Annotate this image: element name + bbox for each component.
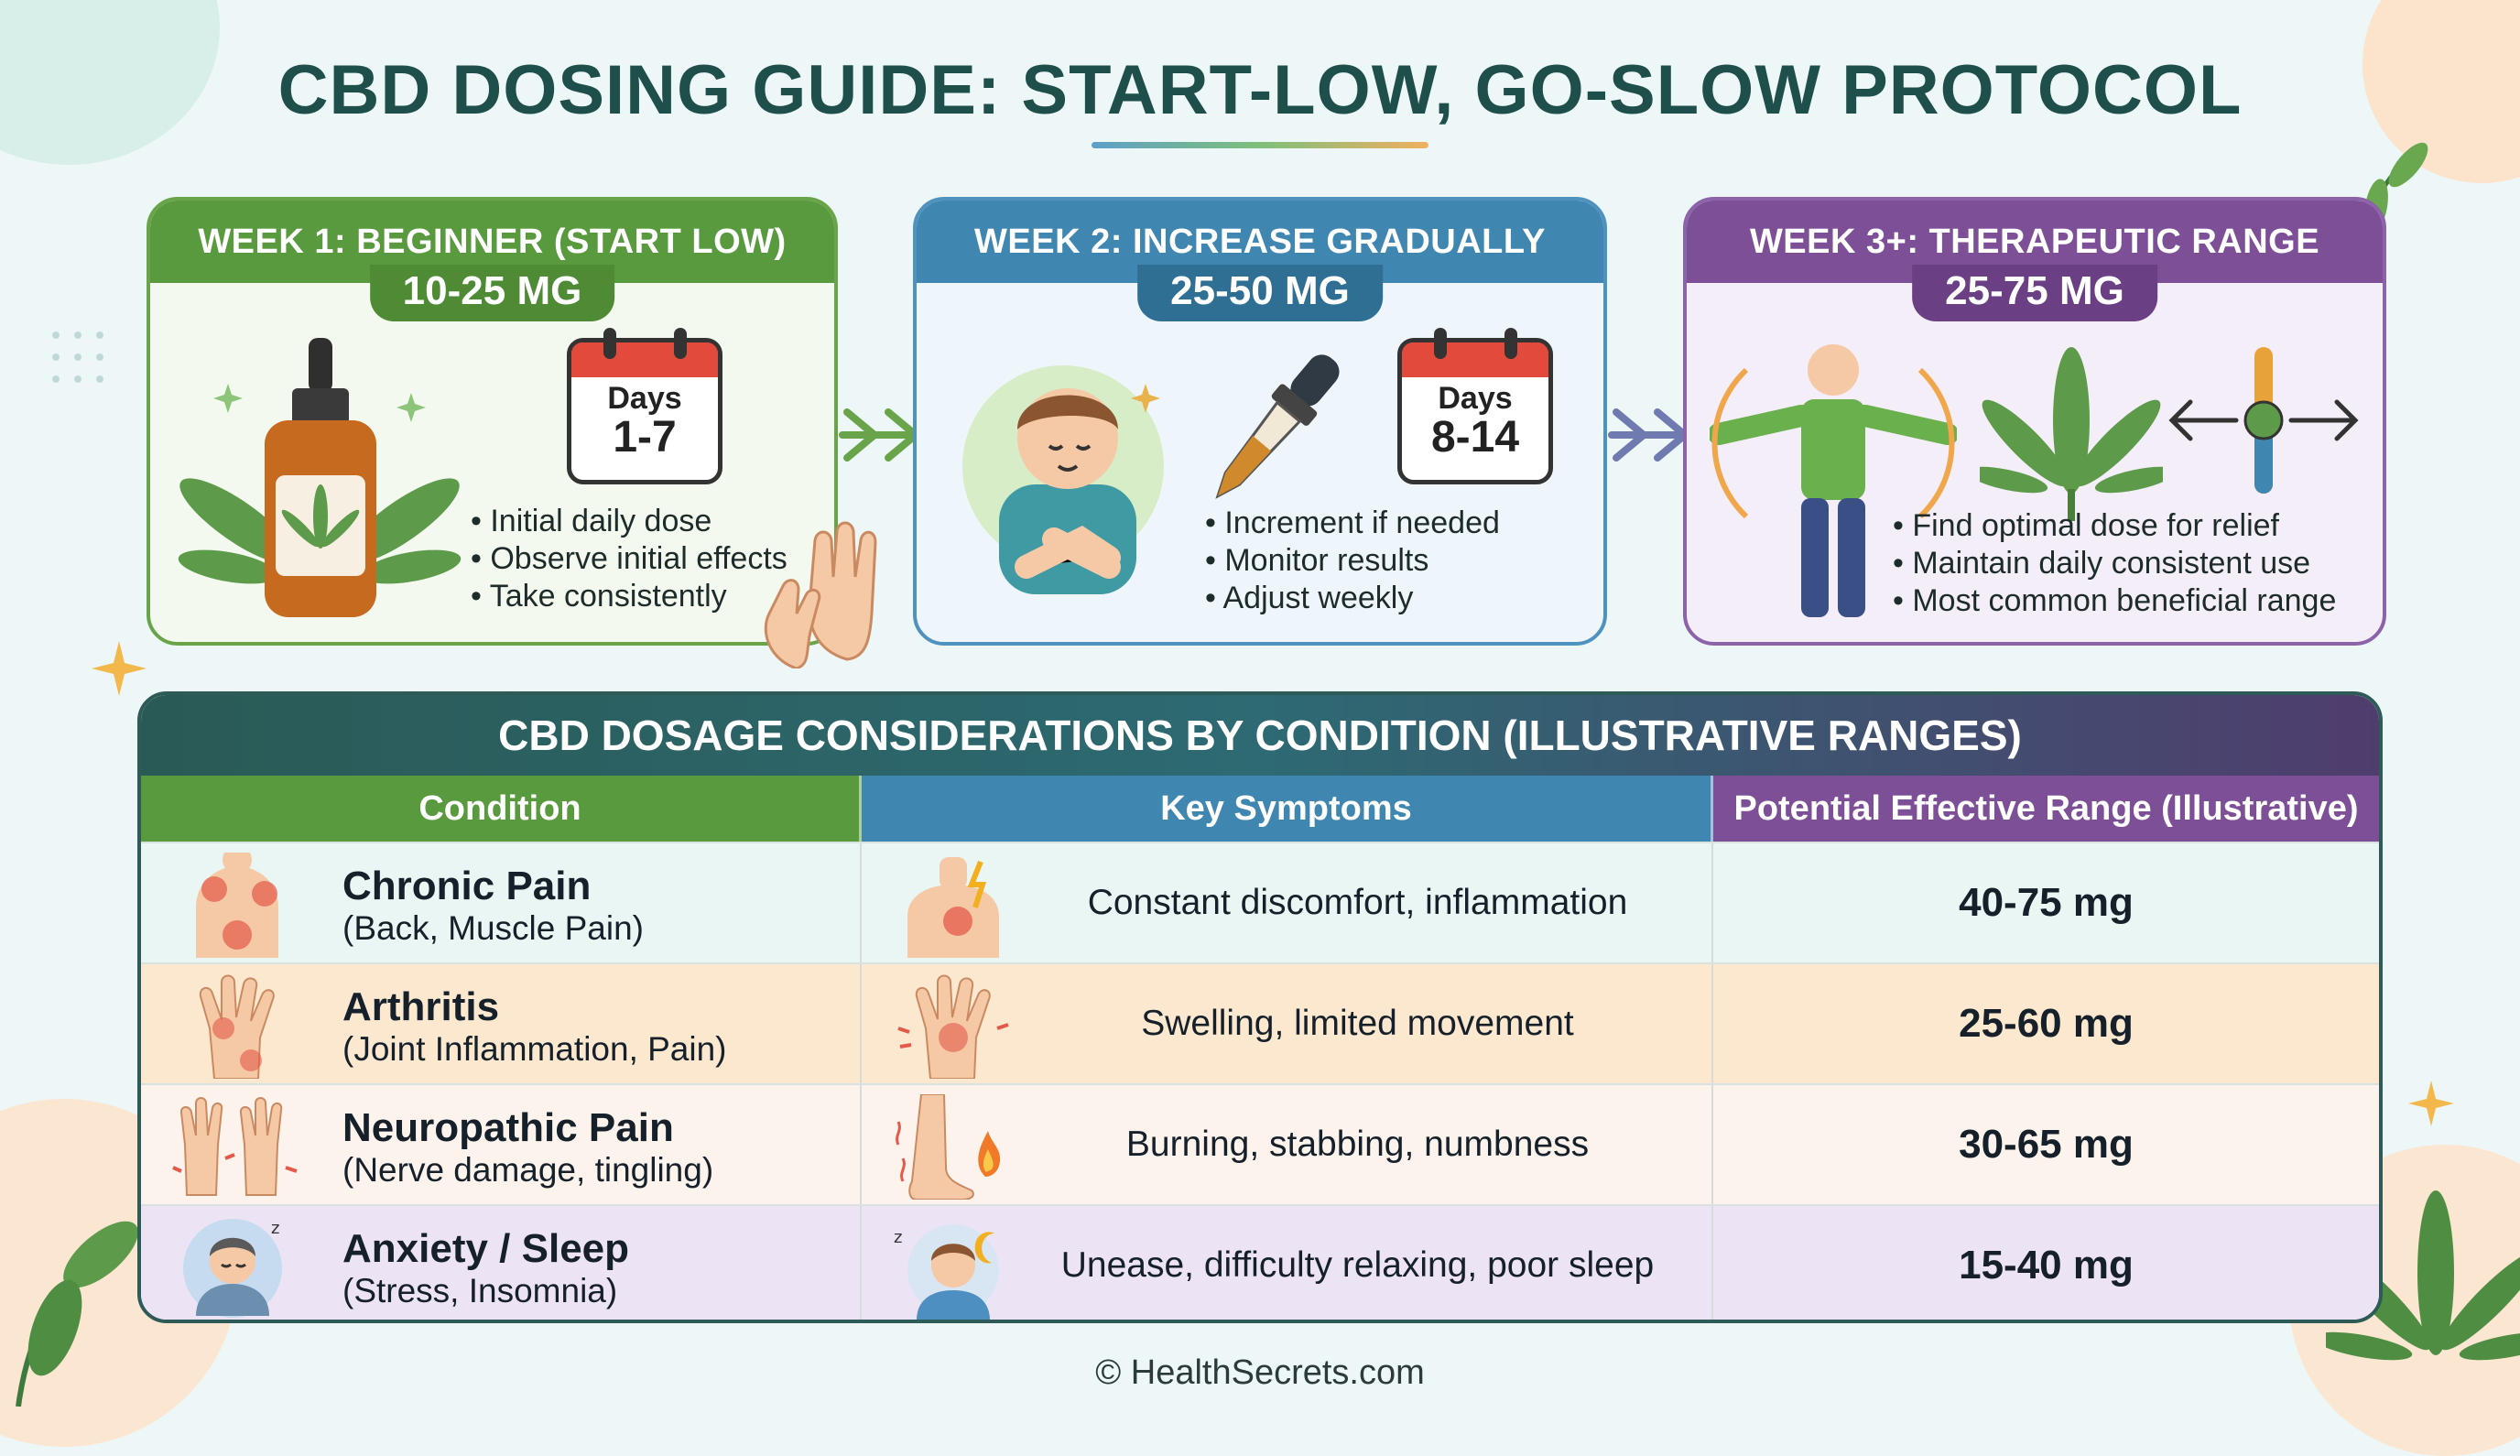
condition-detail: (Back, Muscle Pain) xyxy=(342,909,644,947)
calm-person-icon xyxy=(962,365,1164,594)
leaf-decoration-icon xyxy=(16,1221,138,1407)
calendar-label: Days xyxy=(1438,381,1513,416)
stretching-person-icon xyxy=(1710,344,1957,617)
bullet-item: Increment if needed xyxy=(1205,505,1500,542)
calendar-days: 8-14 xyxy=(1430,413,1520,462)
calendar-icon: Days 8-14 xyxy=(1397,328,1553,484)
table-row: z Anxiety / Sleep (Stress, Insomnia) z U… xyxy=(141,1204,2379,1320)
symptoms-text: Unease, difficulty relaxing, poor sleep xyxy=(1060,1245,1655,1285)
footer-copyright: © HealthSecrets.com xyxy=(1095,1353,1425,1392)
dropper-icon xyxy=(1215,354,1340,499)
dot-grid-decoration xyxy=(52,331,103,383)
column-header-range: Potential Effective Range (Illustrative) xyxy=(1713,776,2379,842)
week-3-bullets: Find optimal dose for relief Maintain da… xyxy=(1893,507,2336,620)
shoulder-pain-icon xyxy=(907,857,999,958)
dosage-table: CBD DOSAGE CONSIDERATIONS BY CONDITION (… xyxy=(137,691,2383,1323)
column-header-symptoms: Key Symptoms xyxy=(862,776,1713,842)
bullet-item: Take consistently xyxy=(471,578,788,615)
condition-name: Chronic Pain xyxy=(342,864,592,908)
burning-foot-icon xyxy=(896,1094,1001,1200)
hand-icon xyxy=(764,521,877,668)
symptoms-text: Constant discomfort, inflammation xyxy=(1087,883,1628,922)
week-3-dose: 25-75 MG xyxy=(1912,265,2157,321)
bullet-item: Find optimal dose for relief xyxy=(1893,507,2336,545)
cannabis-leaf-icon xyxy=(1980,347,2163,521)
condition-name: Anxiety / Sleep xyxy=(342,1226,630,1271)
column-header-condition: Condition xyxy=(141,776,862,842)
sparkle-icon xyxy=(92,641,147,696)
svg-text:z: z xyxy=(894,1228,902,1247)
week-3-card: WEEK 3+: THERAPEUTIC RANGE 25-75 MG Find… xyxy=(1683,197,2386,646)
tingling-hands-icon xyxy=(172,1097,298,1196)
condition-name: Arthritis xyxy=(342,984,500,1029)
table-row: Arthritis (Joint Inflammation, Pain) Swe… xyxy=(141,962,2379,1083)
bullet-item: Monitor results xyxy=(1205,542,1500,580)
bullet-item: Initial daily dose xyxy=(471,503,788,540)
effective-range: 30-65 mg xyxy=(1959,1122,2134,1167)
week-2-card: WEEK 2: INCREASE GRADUALLY 25-50 MG Days… xyxy=(913,197,1607,646)
symptoms-text: Burning, stabbing, numbness xyxy=(1125,1125,1590,1164)
swollen-hand-icon xyxy=(897,974,1009,1079)
effective-range: 25-60 mg xyxy=(1959,1001,2134,1046)
calendar-days: 1-7 xyxy=(613,413,677,462)
week-2-bullets: Increment if needed Monitor results Adju… xyxy=(1205,505,1500,617)
sleep-moon-icon: z xyxy=(894,1224,999,1320)
calendar-icon: Days 1-7 xyxy=(567,328,722,484)
table-row: Chronic Pain (Back, Muscle Pain) Constan… xyxy=(141,842,2379,962)
effective-range: 15-40 mg xyxy=(1959,1243,2134,1288)
bullet-item: Observe initial effects xyxy=(471,540,787,578)
table-title: CBD DOSAGE CONSIDERATIONS BY CONDITION (… xyxy=(141,695,2379,776)
dose-slider-icon xyxy=(2168,347,2359,494)
cbd-oil-bottle-icon xyxy=(178,338,462,617)
bullet-item: Maintain daily consistent use xyxy=(1893,545,2336,582)
week-1-header: WEEK 1: BEGINNER (START LOW) xyxy=(150,201,834,283)
stressed-person-icon: z xyxy=(183,1219,282,1318)
table-row: Neuropathic Pain (Nerve damage, tingling… xyxy=(141,1083,2379,1204)
bullet-item: Adjust weekly xyxy=(1205,580,1500,617)
week-2-header: WEEK 2: INCREASE GRADUALLY xyxy=(917,201,1603,283)
bullet-item: Most common beneficial range xyxy=(1893,582,2336,620)
week-2-dose: 25-50 MG xyxy=(1137,265,1383,321)
table-header-row: Condition Key Symptoms Potential Effecti… xyxy=(141,776,2379,842)
symptoms-text: Swelling, limited movement xyxy=(1141,1004,1574,1043)
week-1-dose: 10-25 MG xyxy=(369,265,615,321)
week-1-bullets: Initial daily dose Observe initial effec… xyxy=(471,503,788,615)
title-underline xyxy=(1092,142,1428,148)
condition-name: Neuropathic Pain xyxy=(342,1105,674,1150)
sparkle-icon xyxy=(2408,1081,2454,1126)
arthritis-hand-icon xyxy=(199,974,275,1079)
condition-detail: (Joint Inflammation, Pain) xyxy=(342,1030,727,1068)
svg-text:z: z xyxy=(271,1219,279,1238)
week-1-card: WEEK 1: BEGINNER (START LOW) 10-25 MG Da… xyxy=(147,197,838,646)
calendar-label: Days xyxy=(607,381,682,416)
condition-detail: (Nerve damage, tingling) xyxy=(342,1151,714,1189)
page-title: CBD DOSING GUIDE: START-LOW, GO-SLOW PRO… xyxy=(277,51,2243,129)
effective-range: 40-75 mg xyxy=(1959,880,2134,925)
back-pain-icon xyxy=(196,853,278,958)
condition-detail: (Stress, Insomnia) xyxy=(342,1272,618,1309)
